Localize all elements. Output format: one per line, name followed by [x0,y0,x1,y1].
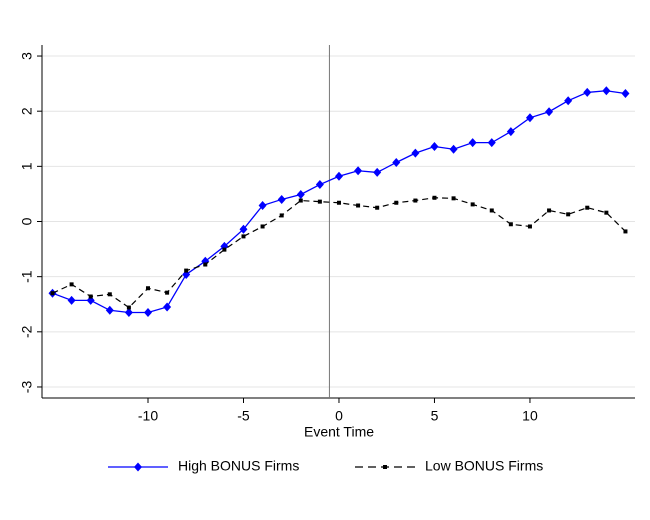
x-axis-label: Event Time [304,424,374,440]
marker [506,127,515,137]
marker [67,295,76,305]
marker [69,282,74,287]
marker [489,208,494,213]
marker [545,107,554,117]
marker [334,171,343,181]
marker [527,224,532,229]
marker [449,144,458,154]
marker [413,198,418,203]
marker [165,290,170,295]
marker [336,200,341,205]
marker [317,199,322,204]
marker [134,462,142,472]
marker [383,465,387,469]
marker [143,308,152,318]
marker [373,167,382,177]
marker [583,87,592,97]
marker [124,308,133,318]
marker [470,202,475,207]
marker [356,203,361,208]
legend-item: High BONUS Firms [108,458,299,474]
marker [585,205,590,210]
marker [604,210,609,215]
marker [298,198,303,203]
marker [241,234,246,239]
marker [564,96,573,106]
marker [451,196,456,201]
marker [411,148,420,158]
marker [547,208,552,213]
marker [258,201,267,211]
marker [163,302,172,312]
marker [430,141,439,151]
marker [432,195,437,200]
y-tick-label: 1 [19,162,35,170]
marker [602,86,611,96]
legend-label: High BONUS Firms [178,458,299,474]
marker [623,229,628,234]
marker [508,222,513,227]
marker [88,294,93,299]
marker [621,89,630,99]
marker [239,224,248,234]
marker [392,157,401,167]
marker [354,166,363,176]
marker [145,286,150,291]
y-tick-label: -3 [19,381,35,394]
x-tick-label: -10 [138,408,158,424]
marker [105,305,114,315]
y-tick-label: -1 [19,270,35,283]
marker [296,189,305,199]
marker [277,194,286,204]
marker [184,268,189,273]
marker [487,138,496,148]
legend-item: Low BONUS Firms [355,458,543,474]
y-tick-label: 0 [19,217,35,225]
x-tick-label: 5 [431,408,439,424]
marker [203,262,208,267]
marker [260,224,265,229]
marker [525,113,534,123]
x-tick-label: -5 [237,408,250,424]
marker [222,247,227,252]
marker [315,180,324,190]
marker [107,292,112,297]
marker [279,213,284,218]
marker [375,205,380,210]
x-tick-label: 0 [335,408,343,424]
marker [50,291,55,296]
legend-label: Low BONUS Firms [425,458,543,474]
x-tick-label: 10 [522,408,538,424]
y-tick-label: -2 [19,325,35,338]
marker [468,138,477,148]
marker [394,200,399,205]
y-tick-label: 2 [19,107,35,115]
marker [566,212,571,217]
marker [126,305,131,310]
y-tick-label: 3 [19,52,35,60]
